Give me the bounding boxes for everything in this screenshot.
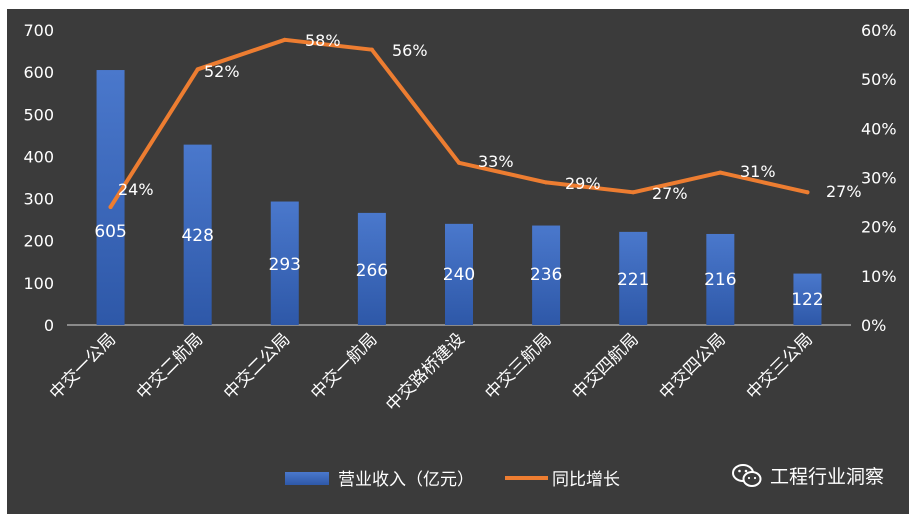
line-point-8 (718, 170, 723, 175)
bar-5 (445, 223, 473, 325)
left-tick-400: 400 (23, 147, 54, 166)
bar-value-label-4: 266 (356, 261, 388, 281)
watermark: 工程行业洞察 (731, 462, 884, 489)
line-point-1 (108, 205, 113, 209)
right-tick-40%: 40% (861, 119, 897, 138)
right-tick-30%: 30% (861, 169, 897, 188)
line-point-2 (195, 67, 200, 72)
line-value-label-3: 58% (305, 31, 341, 50)
bar-9 (793, 273, 822, 325)
bar-value-label-8: 216 (704, 270, 736, 290)
legend-line-label: 同比增长 (552, 470, 620, 490)
bar-value-label-5: 240 (443, 265, 475, 285)
bar-1 (96, 70, 125, 326)
left-tick-200: 200 (23, 232, 54, 251)
bar-value-label-3: 293 (269, 255, 301, 275)
legend: 营业收入（亿元） 同比增长 (285, 470, 620, 490)
bar-4 (357, 212, 386, 325)
line-value-label-4: 56% (392, 41, 428, 60)
bar-8 (706, 233, 735, 325)
legend-bar-label: 营业收入（亿元） (338, 470, 474, 490)
left-tick-300: 300 (23, 190, 54, 209)
left-tick-0: 0 (44, 316, 54, 335)
line-point-5 (457, 160, 461, 165)
bar-6 (532, 225, 561, 325)
line-point-6 (544, 180, 549, 185)
left-tick-100: 100 (23, 274, 54, 293)
right-tick-0%: 0% (861, 316, 886, 335)
line-value-label-9: 27% (826, 182, 862, 201)
bar-3 (270, 201, 299, 325)
line-value-label-8: 31% (740, 162, 776, 181)
line-point-7 (631, 190, 636, 195)
wechat-icon (731, 463, 762, 487)
line-value-label-1: 24% (118, 180, 154, 199)
bar-7 (619, 231, 648, 325)
right-tick-20%: 20% (861, 218, 897, 237)
bar-value-label-7: 221 (617, 270, 649, 290)
line-point-4 (369, 47, 374, 52)
line-value-label-7: 27% (652, 184, 688, 203)
left-tick-500: 500 (23, 105, 54, 124)
right-tick-60%: 60% (861, 21, 897, 40)
bar-2 (183, 144, 212, 325)
line-value-label-5: 33% (478, 152, 514, 171)
bar-value-label-1: 605 (94, 222, 126, 242)
right-tick-50%: 50% (861, 70, 897, 89)
left-tick-600: 600 (23, 63, 54, 82)
watermark-text: 工程行业洞察 (769, 466, 884, 488)
bar-value-label-6: 236 (530, 265, 562, 285)
bar-value-label-9: 122 (791, 290, 823, 310)
line-point-9 (805, 190, 810, 195)
left-tick-700: 700 (23, 21, 54, 40)
line-point-3 (282, 37, 287, 42)
legend-bar-swatch (285, 472, 329, 485)
bar-value-label-2: 428 (181, 226, 213, 246)
line-value-label-2: 52% (204, 62, 240, 81)
line-value-label-6: 29% (565, 174, 601, 193)
right-tick-10%: 10% (861, 267, 897, 286)
